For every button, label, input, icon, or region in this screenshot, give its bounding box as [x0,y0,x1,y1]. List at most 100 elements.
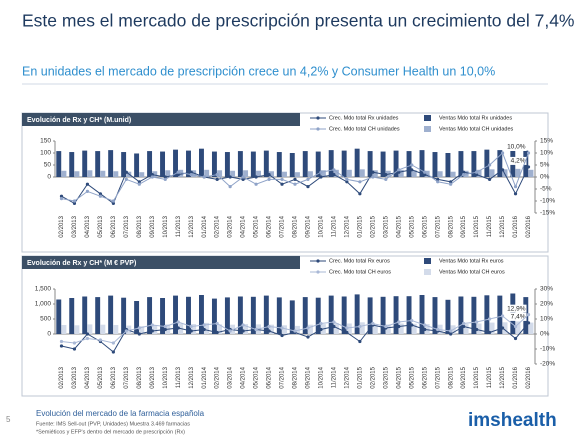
bar [82,150,88,177]
legend-swatch [424,126,431,132]
bar [263,295,269,334]
bar [100,324,106,334]
y2-tick-label: 20% [540,301,553,308]
line-marker [124,177,128,181]
bar [134,153,140,177]
legend-label: Ventas Mdo total CH unidades [439,126,514,132]
line-marker [280,333,284,338]
line-marker [254,182,258,186]
bar [147,297,153,334]
legend-marker [316,270,320,274]
legend-marker [316,116,320,120]
line-marker [423,327,427,332]
x-tick-label: 10/2013 [163,215,169,237]
line-marker [345,177,349,181]
bar [385,324,391,334]
bar [341,296,347,334]
bar [450,171,456,177]
x-tick-label: 02/2014 [215,366,221,388]
bar [320,170,326,177]
bar [484,149,490,177]
y2-tick-label: 5% [540,162,550,169]
legend-label: Ventas Mdo total Rx euros [439,258,504,264]
bar [108,295,114,334]
bar [152,325,158,334]
line-marker [98,192,103,196]
line-marker [371,170,375,174]
bar [61,170,67,177]
line-marker [293,329,297,333]
bar [437,171,443,177]
bar [445,153,451,177]
x-tick-label: 09/2013 [150,366,156,388]
bar [289,300,295,334]
line-marker [384,173,388,177]
bar [406,151,412,177]
line-marker [397,170,401,174]
bar [359,169,365,177]
line-marker [397,320,401,324]
bar [393,150,399,177]
line-marker [137,180,141,184]
footer-source: Fuente: IMS Sell-out (PVP, Unidades) Mue… [36,421,190,427]
bar [211,151,217,177]
x-tick-label: 03/2015 [383,215,389,237]
slide-title: Este mes el mercado de prescripción pres… [22,11,579,31]
bar [82,296,88,334]
line-marker [267,173,271,177]
bar [173,149,178,177]
bar [87,170,93,177]
bar [341,150,347,177]
chart-title-bar [22,113,300,126]
x-tick-label: 11/2013 [176,215,182,237]
bar [87,324,93,334]
line-marker [111,350,115,354]
line-marker [475,327,479,332]
line-marker [163,324,167,329]
x-tick-label: 05/2013 [98,366,104,388]
bar [515,168,521,177]
line-marker [189,170,193,174]
line-marker [85,182,90,186]
bar [398,169,404,177]
bar [74,325,80,334]
bar [315,297,321,334]
x-tick-label: 12/2014 [344,215,350,237]
line-marker [189,324,193,329]
y2-tick-label: 10% [540,150,553,157]
bar [328,150,334,177]
line-marker [280,177,284,181]
legend-swatch [424,258,431,264]
line-marker [241,175,245,179]
footer-note: *Semiéticos y EFP's dentro del mercado d… [36,429,185,435]
bar [471,151,477,177]
x-tick-label: 03/2015 [383,366,389,388]
line-marker [513,185,518,189]
x-tick-label: 01/2016 [513,366,519,388]
y-tick-label: 100 [40,150,51,157]
bar [186,296,191,334]
line-marker [423,173,427,177]
legend-swatch [424,269,431,275]
line-marker [526,321,531,325]
bar [56,299,62,334]
bar [476,169,482,177]
bar [484,295,490,334]
chart-title-bar [22,256,300,269]
chart-title: Evolución de Rx y CH* (M € PVP) [27,260,136,267]
bar [458,296,464,334]
line-marker [293,182,297,186]
line-marker [150,175,154,179]
x-tick-label: 12/2013 [189,215,195,237]
line-marker [176,173,180,177]
bar [315,151,321,177]
line-marker [487,177,492,181]
bar [528,169,534,177]
slide-subtitle: En unidades el mercado de prescripción c… [22,64,495,78]
bar [217,324,223,334]
line-marker [436,177,440,181]
bar [269,171,274,177]
line-marker [410,168,414,172]
line-marker [475,320,479,324]
line-marker [150,323,154,327]
